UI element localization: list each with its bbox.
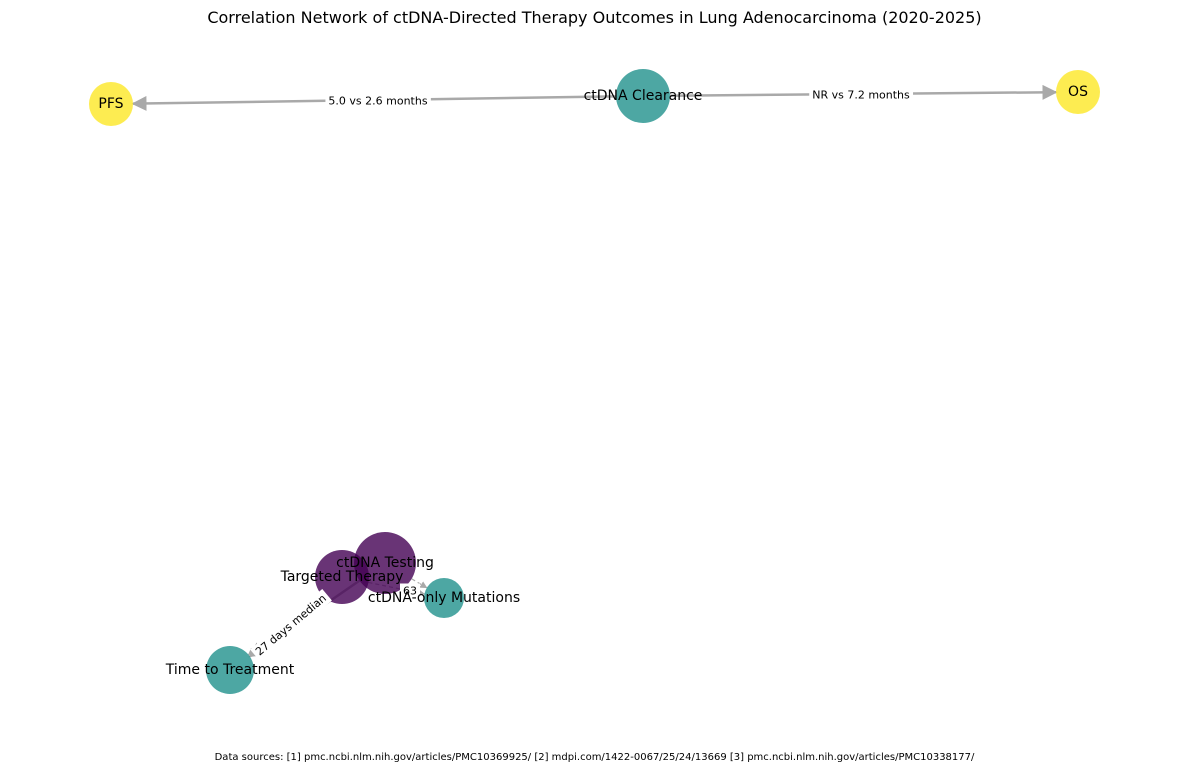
- edge-label: 63: [403, 585, 417, 598]
- edge-label-background: [250, 588, 332, 662]
- edge-ctdna_testing-ctdna_only_mutations: [411, 578, 428, 589]
- labels-layer: 5.0 vs 2.6 months NR vs 7.2 months 27 days…: [98, 84, 1088, 678]
- edge-label-background: [400, 583, 420, 599]
- node-ctdna_only_mutations: [424, 578, 464, 618]
- edge-label-background: [325, 93, 431, 109]
- node-label-ctdna_only_mutations: ctDNA-only Mutations: [368, 590, 520, 606]
- diagram-title: Correlation Network of ctDNA-Directed Th…: [207, 8, 982, 27]
- node-label-pfs: PFS: [98, 96, 123, 112]
- edge-label: NR vs 7.2 months: [812, 89, 910, 102]
- node-os: [1056, 70, 1100, 114]
- edge-label-background: [809, 87, 914, 103]
- node-label-ctdna_clearance: ctDNA Clearance: [584, 88, 703, 104]
- node-ctdna_testing: [354, 532, 416, 594]
- edge-label-group: 63: [400, 583, 420, 599]
- edge-label: 27 days median: [253, 592, 329, 659]
- node-time_to_treatment: [206, 646, 254, 694]
- node-label-time_to_treatment: Time to Treatment: [165, 662, 295, 678]
- node-targeted_therapy: [315, 550, 369, 604]
- edges-layer: [131, 84, 1058, 658]
- node-label-ctdna_testing: ctDNA Testing: [336, 555, 434, 571]
- data-sources-footer: Data sources: [1] pmc.ncbi.nlm.nih.gov/a…: [214, 752, 975, 763]
- node-pfs: [89, 82, 133, 126]
- nodes-layer: [89, 69, 1100, 694]
- node-ctdna_clearance: [616, 69, 670, 123]
- node-label-os: OS: [1068, 84, 1088, 100]
- edge-label: 5.0 vs 2.6 months: [328, 95, 427, 108]
- edge-label-group: 5.0 vs 2.6 months: [325, 93, 431, 109]
- edge-label-group: NR vs 7.2 months: [809, 87, 914, 103]
- edge-label-group: 27 days median: [250, 588, 332, 662]
- node-label-targeted_therapy: Targeted Therapy: [280, 569, 404, 585]
